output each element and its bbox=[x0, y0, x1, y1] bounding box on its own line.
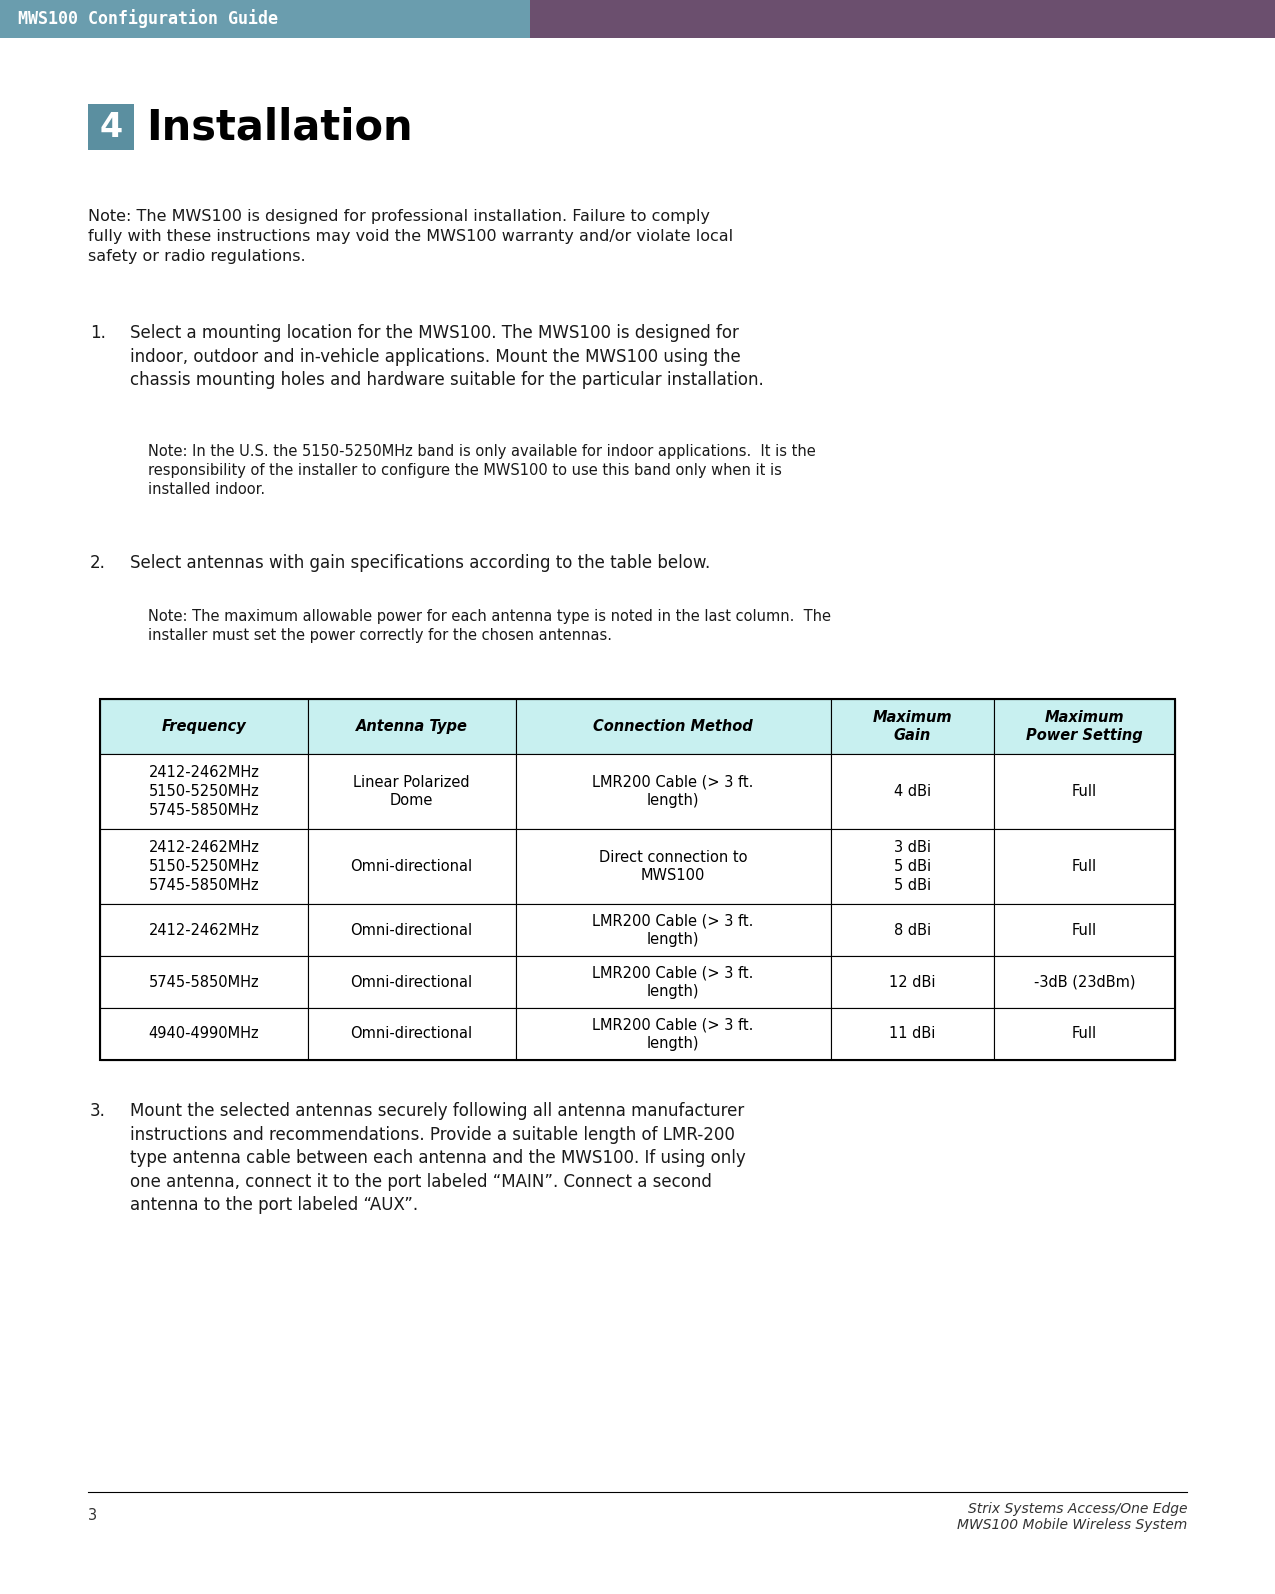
Text: 4: 4 bbox=[99, 110, 122, 143]
Bar bbox=[515, 754, 831, 829]
Text: Mount the selected antennas securely following all antenna manufacturer
instruct: Mount the selected antennas securely fol… bbox=[130, 1101, 746, 1215]
Text: Direct connection to
MWS100: Direct connection to MWS100 bbox=[599, 850, 747, 883]
Text: Full: Full bbox=[1072, 923, 1096, 937]
Bar bbox=[515, 829, 831, 904]
Text: 4940-4990MHz: 4940-4990MHz bbox=[149, 1027, 259, 1041]
Bar bbox=[994, 829, 1176, 904]
Bar bbox=[831, 1007, 995, 1060]
Text: Omni-directional: Omni-directional bbox=[351, 859, 473, 874]
Bar bbox=[994, 754, 1176, 829]
Text: 12 dBi: 12 dBi bbox=[889, 974, 936, 990]
Text: Note: The maximum allowable power for each antenna type is noted in the last col: Note: The maximum allowable power for ea… bbox=[148, 609, 831, 644]
Text: Antenna Type: Antenna Type bbox=[356, 719, 468, 733]
Bar bbox=[99, 829, 307, 904]
Bar bbox=[515, 956, 831, 1007]
Bar bbox=[994, 904, 1176, 956]
Bar bbox=[99, 700, 307, 754]
Bar bbox=[994, 700, 1176, 754]
Text: Omni-directional: Omni-directional bbox=[351, 923, 473, 937]
Bar bbox=[307, 829, 515, 904]
Bar bbox=[0, 0, 530, 38]
Text: Full: Full bbox=[1072, 859, 1096, 874]
Text: LMR200 Cable (> 3 ft.
length): LMR200 Cable (> 3 ft. length) bbox=[593, 913, 754, 947]
Text: Connection Method: Connection Method bbox=[593, 719, 754, 733]
Bar bbox=[831, 754, 995, 829]
Bar bbox=[994, 956, 1176, 1007]
Text: 2412-2462MHz
5150-5250MHz
5745-5850MHz: 2412-2462MHz 5150-5250MHz 5745-5850MHz bbox=[148, 840, 259, 893]
Bar bbox=[515, 700, 831, 754]
Text: 2412-2462MHz
5150-5250MHz
5745-5850MHz: 2412-2462MHz 5150-5250MHz 5745-5850MHz bbox=[148, 765, 259, 818]
Bar bbox=[831, 904, 995, 956]
Bar bbox=[307, 904, 515, 956]
Bar bbox=[307, 754, 515, 829]
Text: Frequency: Frequency bbox=[162, 719, 246, 733]
Text: 2.: 2. bbox=[91, 555, 106, 572]
Text: Maximum
Power Setting: Maximum Power Setting bbox=[1026, 709, 1142, 743]
Text: LMR200 Cable (> 3 ft.
length): LMR200 Cable (> 3 ft. length) bbox=[593, 1017, 754, 1050]
Bar bbox=[99, 1007, 307, 1060]
Text: Strix Systems Access/One Edge: Strix Systems Access/One Edge bbox=[968, 1502, 1187, 1516]
Text: MWS100 Configuration Guide: MWS100 Configuration Guide bbox=[18, 10, 278, 29]
Text: Full: Full bbox=[1072, 784, 1096, 799]
Text: 1.: 1. bbox=[91, 324, 106, 343]
Text: 5745-5850MHz: 5745-5850MHz bbox=[149, 974, 259, 990]
Text: Select antennas with gain specifications according to the table below.: Select antennas with gain specifications… bbox=[130, 555, 710, 572]
Text: 11 dBi: 11 dBi bbox=[889, 1027, 936, 1041]
Text: 3.: 3. bbox=[91, 1101, 106, 1121]
Bar bbox=[831, 700, 995, 754]
Text: Note: In the U.S. the 5150-5250MHz band is only available for indoor application: Note: In the U.S. the 5150-5250MHz band … bbox=[148, 445, 816, 497]
Bar bbox=[515, 1007, 831, 1060]
Text: 2412-2462MHz: 2412-2462MHz bbox=[148, 923, 259, 937]
Bar bbox=[831, 829, 995, 904]
Bar bbox=[994, 1007, 1176, 1060]
Bar bbox=[831, 956, 995, 1007]
Bar bbox=[515, 904, 831, 956]
Bar bbox=[99, 700, 1176, 1060]
Bar bbox=[307, 700, 515, 754]
Text: 3 dBi
5 dBi
5 dBi: 3 dBi 5 dBi 5 dBi bbox=[894, 840, 931, 893]
Text: Full: Full bbox=[1072, 1027, 1096, 1041]
Text: MWS100 Mobile Wireless System: MWS100 Mobile Wireless System bbox=[956, 1517, 1187, 1532]
Text: Select a mounting location for the MWS100. The MWS100 is designed for
indoor, ou: Select a mounting location for the MWS10… bbox=[130, 324, 764, 389]
Bar bbox=[88, 104, 134, 150]
Text: 4 dBi: 4 dBi bbox=[894, 784, 931, 799]
Bar bbox=[99, 904, 307, 956]
Text: LMR200 Cable (> 3 ft.
length): LMR200 Cable (> 3 ft. length) bbox=[593, 966, 754, 999]
Bar bbox=[99, 956, 307, 1007]
Text: Maximum
Gain: Maximum Gain bbox=[872, 709, 952, 743]
Bar bbox=[99, 754, 307, 829]
Text: Omni-directional: Omni-directional bbox=[351, 974, 473, 990]
Bar bbox=[307, 956, 515, 1007]
Text: -3dB (23dBm): -3dB (23dBm) bbox=[1034, 974, 1135, 990]
Bar bbox=[307, 1007, 515, 1060]
Text: Linear Polarized
Dome: Linear Polarized Dome bbox=[353, 775, 470, 808]
Text: Omni-directional: Omni-directional bbox=[351, 1027, 473, 1041]
Text: Installation: Installation bbox=[147, 105, 413, 148]
Text: 3: 3 bbox=[88, 1508, 97, 1522]
Bar bbox=[530, 0, 1275, 38]
Text: LMR200 Cable (> 3 ft.
length): LMR200 Cable (> 3 ft. length) bbox=[593, 775, 754, 808]
Text: 8 dBi: 8 dBi bbox=[894, 923, 931, 937]
Text: Note: The MWS100 is designed for professional installation. Failure to comply
fu: Note: The MWS100 is designed for profess… bbox=[88, 209, 733, 263]
